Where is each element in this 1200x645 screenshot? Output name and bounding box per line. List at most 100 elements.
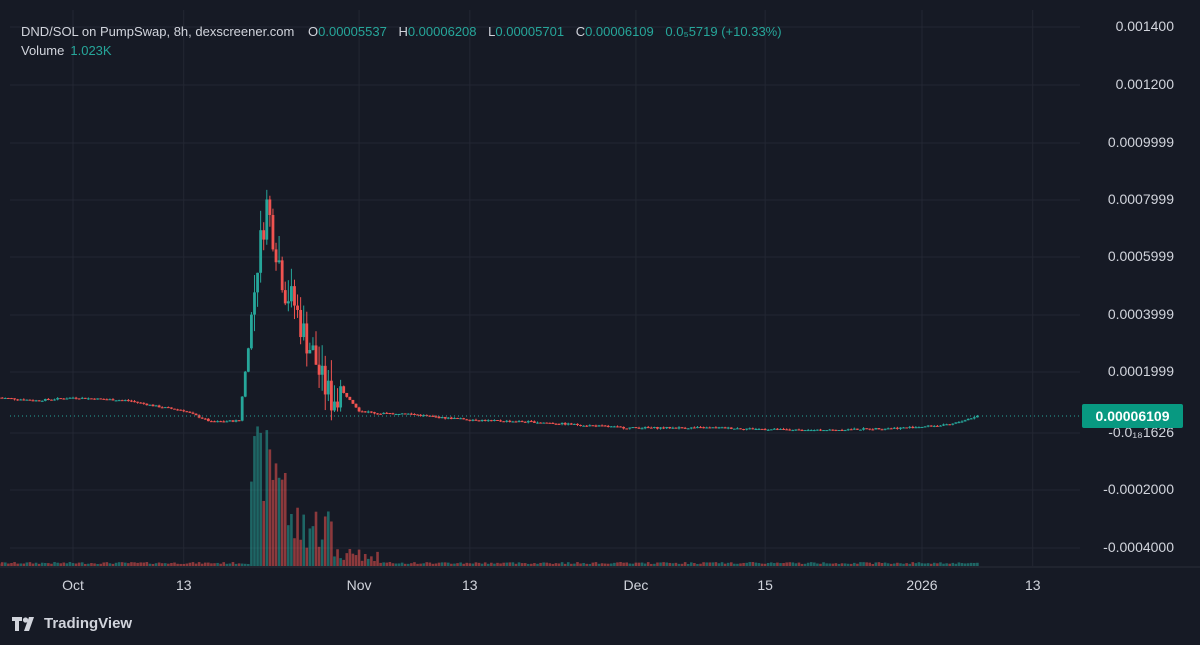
volume-bar [613,562,616,566]
candle-body [972,417,976,419]
candle-body [120,400,124,402]
candle-body [942,424,945,426]
volume-bar [889,563,893,566]
candle-body [612,426,616,428]
candle-body [871,429,875,431]
volume-bar [923,563,927,566]
candle-body [668,427,672,429]
volume-bar [234,563,238,566]
candle-body [136,401,139,403]
volume-bar [210,563,213,566]
volume-bar [600,563,604,566]
candle-body [742,429,745,431]
volume-bar [388,562,392,566]
volume-bar [145,562,149,566]
volume-bar [80,562,84,566]
candle-body [366,411,370,413]
candle-body [852,428,856,430]
volume-bar [157,562,161,566]
candle-body [329,380,333,411]
candle-body [354,403,358,408]
y-tick-label: 0.001200 [1115,76,1174,92]
volume-bar [514,563,518,566]
volume-bar [151,563,155,566]
candle-body [523,421,527,423]
y-tick-label: -0.0002000 [1103,481,1174,497]
candle-body [271,214,275,250]
candle-body [819,429,822,431]
candle-body [622,426,626,429]
low-value: 0.00005701 [495,24,565,39]
candle-body [80,397,84,399]
volume-bar [819,563,822,566]
volume-bar [702,562,705,566]
volume-bar [443,562,447,566]
candle-body [111,399,115,401]
volume-bar [837,563,841,566]
volume-bar [256,426,259,566]
candle-body [456,417,459,419]
volume-bar [643,563,647,566]
candle-body [859,429,862,431]
volume-bar [293,538,296,566]
candle-body [548,422,552,424]
brand-label: TradingView [44,615,133,632]
volume-bar [714,562,718,566]
candle-body [917,427,921,429]
volume-bar [77,562,81,566]
volume-bar [425,562,429,566]
candle-body [788,429,792,431]
candle-body [726,427,730,429]
volume-bar [960,563,964,566]
chart-title: DND/SOL on PumpSwap, 8h, dexscreener.com [21,24,295,39]
volume-bar [228,563,232,566]
candle-body [563,422,567,425]
close-value: 0.00006109 [585,24,654,39]
candle-body [486,420,490,422]
candle-body [314,345,318,365]
candle-body [782,428,785,430]
candle-body [166,407,170,409]
candle-body [868,428,872,430]
volume-bar [849,563,853,566]
y-tick-label: -0.0₁₈1626 [1108,424,1174,440]
volume-bar [142,562,146,566]
volume-bar [883,562,887,566]
volume-bar [517,562,521,566]
candle-body [348,396,352,400]
candle-body [536,422,539,424]
tradingview-logo[interactable]: TradingView [12,615,132,632]
candle-body [77,398,81,400]
volume-bar [413,562,416,566]
candle-body [517,421,521,423]
volume-bar [785,562,788,566]
candle-body [459,418,462,420]
volume-bar [520,563,524,566]
volume-bar [760,563,764,566]
volume-bar [333,556,336,566]
volume-bar [576,562,579,566]
candle-body [253,292,256,315]
volume-bar [963,563,967,566]
candle-body [173,408,176,410]
candle-body [526,421,530,423]
volume-bar [782,563,785,566]
candle-body [582,425,586,427]
candle-body [114,400,118,402]
volume-bar [219,563,222,566]
candle-body [763,429,767,431]
candle-body [840,429,844,431]
candle-body [228,420,232,422]
candle-body [154,405,158,407]
volume-bar [831,563,835,566]
volume-bar [566,562,570,566]
volume-bar [736,563,739,566]
volume-bar [846,563,850,566]
candle-body [935,425,939,427]
candle-body [16,399,20,401]
volume-bar [662,562,665,566]
volume-bar [56,562,59,566]
volume-bar [231,562,235,566]
